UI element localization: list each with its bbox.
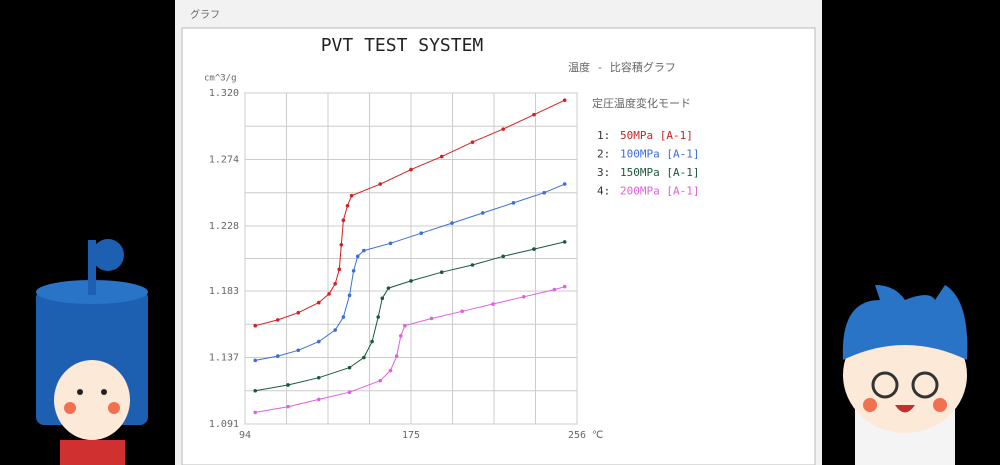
legend-label: 200MPa [A-1] bbox=[620, 185, 699, 198]
y-axis-label: cm^3/g bbox=[204, 74, 237, 84]
data-point bbox=[562, 98, 567, 103]
data-point bbox=[341, 218, 346, 222]
data-point bbox=[316, 300, 321, 305]
data-point bbox=[388, 241, 393, 246]
data-point bbox=[296, 310, 301, 315]
data-point bbox=[380, 296, 385, 301]
data-point bbox=[351, 268, 356, 273]
data-point bbox=[253, 358, 258, 363]
data-point bbox=[470, 263, 475, 267]
data-point bbox=[409, 279, 413, 283]
data-point bbox=[562, 284, 567, 289]
data-point bbox=[450, 221, 454, 225]
x-axis-label: ℃ bbox=[592, 430, 603, 441]
chart-title: PVT TEST SYSTEM bbox=[321, 35, 484, 56]
y-tick-label: 1.183 bbox=[209, 286, 239, 297]
data-point bbox=[253, 410, 258, 415]
data-point bbox=[491, 302, 495, 306]
data-point bbox=[511, 201, 516, 205]
data-point bbox=[327, 292, 331, 296]
data-point bbox=[562, 240, 567, 244]
legend-label: 150MPa [A-1] bbox=[620, 166, 699, 179]
data-point bbox=[470, 140, 475, 144]
y-tick-label: 1.320 bbox=[209, 88, 239, 99]
data-point bbox=[501, 127, 506, 131]
data-point bbox=[378, 378, 383, 383]
data-point bbox=[296, 348, 301, 353]
data-point bbox=[439, 270, 444, 275]
data-point bbox=[347, 293, 352, 298]
data-point bbox=[376, 315, 381, 319]
y-tick-label: 1.274 bbox=[209, 154, 239, 165]
data-point bbox=[532, 112, 536, 117]
data-point bbox=[362, 355, 366, 360]
data-point bbox=[275, 318, 280, 322]
data-point bbox=[370, 339, 374, 344]
legend-number: 3: bbox=[597, 166, 610, 179]
data-point bbox=[460, 309, 465, 314]
data-point bbox=[562, 182, 567, 186]
y-tick-label: 1.137 bbox=[209, 353, 239, 364]
data-point bbox=[398, 334, 403, 338]
data-point bbox=[316, 397, 321, 402]
legend-number: 4: bbox=[597, 185, 610, 198]
data-point bbox=[409, 167, 413, 172]
data-point bbox=[337, 267, 342, 272]
x-tick-label: 94 bbox=[239, 430, 251, 441]
data-point bbox=[253, 388, 258, 393]
data-point bbox=[349, 193, 354, 198]
data-point bbox=[355, 254, 360, 259]
legend-title: 定圧温度変化モード bbox=[592, 96, 691, 110]
data-point bbox=[316, 339, 321, 344]
data-point bbox=[532, 247, 536, 251]
data-point bbox=[341, 315, 346, 319]
data-point bbox=[521, 295, 526, 299]
data-point bbox=[333, 328, 337, 332]
data-point bbox=[347, 365, 352, 370]
data-point bbox=[345, 203, 350, 208]
legend-number: 2: bbox=[597, 148, 610, 161]
x-tick-label: 175 bbox=[402, 430, 420, 441]
data-point bbox=[429, 316, 434, 321]
y-tick-label: 1.091 bbox=[209, 419, 239, 430]
data-point bbox=[542, 190, 547, 195]
data-point bbox=[378, 182, 383, 186]
data-point bbox=[253, 323, 258, 328]
legend-number: 1: bbox=[597, 129, 610, 142]
data-point bbox=[403, 323, 407, 328]
window-title: グラフ bbox=[190, 8, 220, 21]
series-line bbox=[255, 99, 565, 327]
data-point bbox=[394, 354, 399, 358]
data-point bbox=[386, 286, 391, 290]
data-point bbox=[275, 354, 280, 358]
data-point bbox=[501, 254, 506, 259]
x-tick-label: 256 bbox=[568, 430, 586, 441]
mascot-right bbox=[842, 285, 968, 465]
data-point bbox=[419, 231, 424, 236]
data-point bbox=[552, 287, 557, 292]
data-point bbox=[362, 248, 366, 253]
data-point bbox=[286, 404, 290, 409]
data-point bbox=[347, 390, 352, 395]
data-point bbox=[333, 281, 337, 286]
y-tick-label: 1.228 bbox=[209, 221, 239, 232]
legend-label: 50MPa [A-1] bbox=[620, 129, 693, 142]
data-point bbox=[388, 368, 393, 373]
mascot-left bbox=[36, 239, 148, 465]
data-point bbox=[339, 242, 344, 247]
data-point bbox=[439, 154, 444, 159]
data-point bbox=[480, 211, 485, 215]
data-point bbox=[286, 383, 290, 387]
data-point bbox=[316, 375, 321, 380]
legend-label: 100MPa [A-1] bbox=[620, 148, 699, 161]
chart-subtitle: 温度 - 比容積グラフ bbox=[568, 60, 676, 74]
